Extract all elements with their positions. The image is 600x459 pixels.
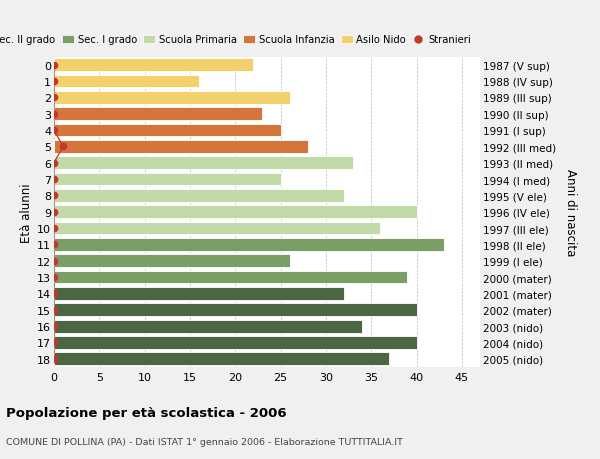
Bar	[54, 222, 380, 235]
Text: Popolazione per età scolastica - 2006: Popolazione per età scolastica - 2006	[6, 406, 287, 419]
Bar	[54, 206, 416, 218]
Bar	[54, 124, 281, 137]
Bar	[54, 304, 416, 317]
Bar	[54, 255, 290, 268]
Bar	[54, 141, 308, 153]
Bar	[54, 320, 362, 333]
Bar	[54, 174, 281, 186]
Bar	[54, 190, 344, 202]
Bar	[54, 75, 199, 88]
Bar	[54, 239, 444, 251]
Bar	[54, 157, 353, 170]
Bar	[54, 92, 290, 105]
Bar	[54, 287, 344, 300]
Bar	[54, 271, 407, 284]
Bar	[54, 59, 253, 72]
Text: COMUNE DI POLLINA (PA) - Dati ISTAT 1° gennaio 2006 - Elaborazione TUTTITALIA.IT: COMUNE DI POLLINA (PA) - Dati ISTAT 1° g…	[6, 437, 403, 446]
Bar	[54, 108, 262, 121]
Bar	[54, 336, 416, 349]
Legend: Sec. II grado, Sec. I grado, Scuola Primaria, Scuola Infanzia, Asilo Nido, Stran: Sec. II grado, Sec. I grado, Scuola Prim…	[0, 31, 475, 49]
Bar	[54, 353, 389, 365]
Y-axis label: Età alunni: Età alunni	[20, 183, 33, 242]
Y-axis label: Anni di nascita: Anni di nascita	[564, 169, 577, 256]
